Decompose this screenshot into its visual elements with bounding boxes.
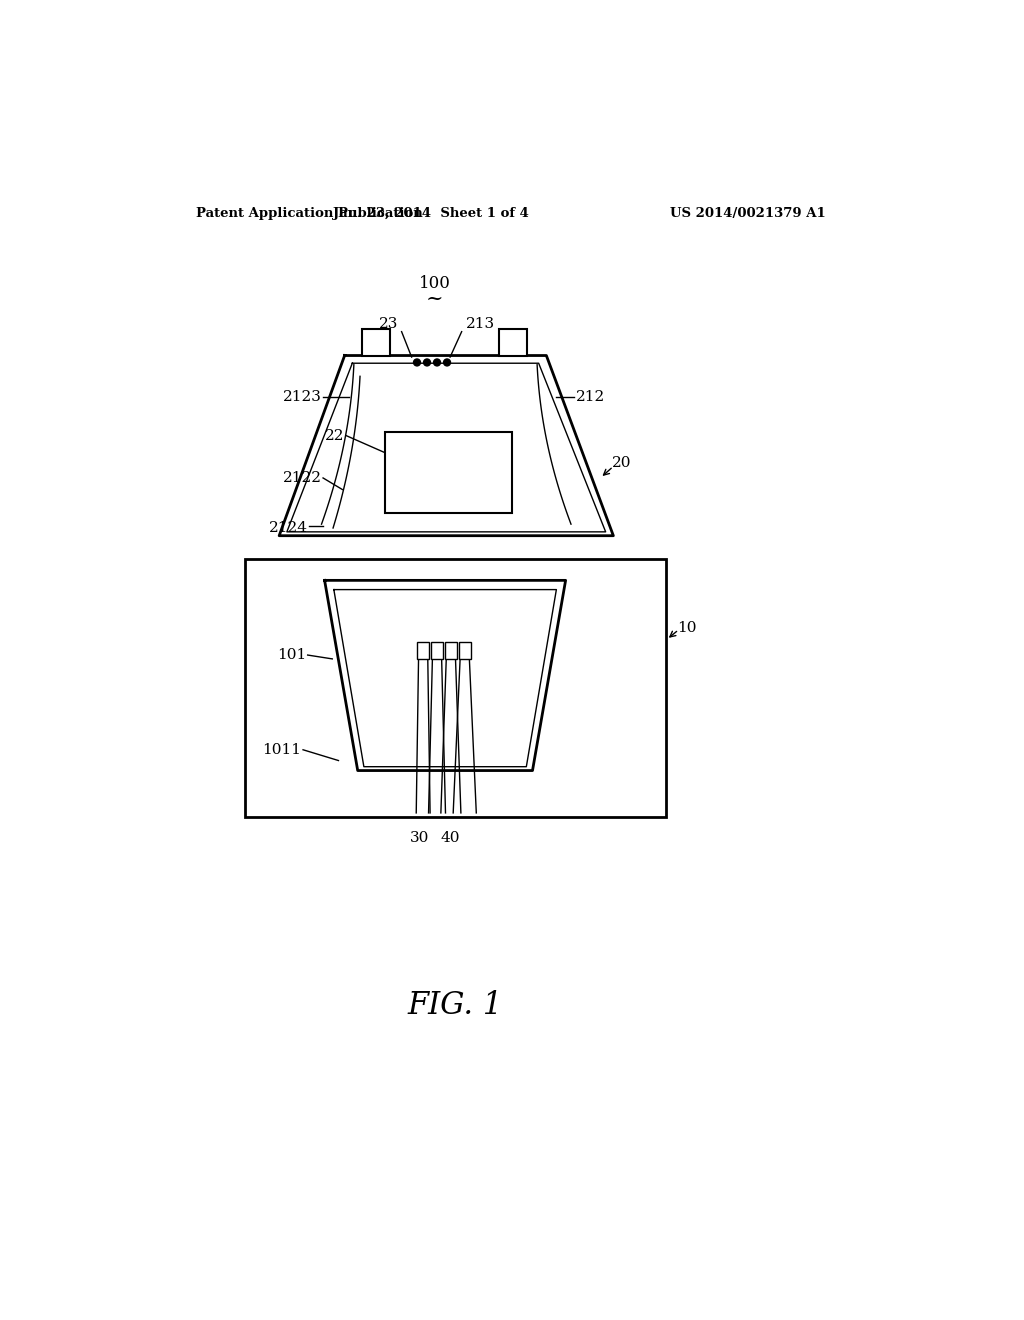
Text: 2124: 2124 xyxy=(268,521,307,535)
Bar xyxy=(385,432,512,512)
Text: 10: 10 xyxy=(677,622,696,635)
Text: 1011: 1011 xyxy=(262,743,301,756)
Text: Jan. 23, 2014  Sheet 1 of 4: Jan. 23, 2014 Sheet 1 of 4 xyxy=(333,207,528,220)
Bar xyxy=(459,642,471,659)
Bar xyxy=(417,642,429,659)
Circle shape xyxy=(424,359,430,366)
Text: Patent Application Publication: Patent Application Publication xyxy=(196,207,423,220)
Bar xyxy=(361,330,390,355)
Text: 212: 212 xyxy=(575,391,605,404)
Text: 23: 23 xyxy=(379,317,398,331)
Text: ~: ~ xyxy=(426,290,443,309)
Circle shape xyxy=(429,470,441,482)
Text: 101: 101 xyxy=(276,648,306,663)
Circle shape xyxy=(433,359,440,366)
Bar xyxy=(444,642,457,659)
Bar xyxy=(431,642,443,659)
Text: 100: 100 xyxy=(419,276,451,293)
Circle shape xyxy=(414,359,421,366)
Bar xyxy=(245,558,667,817)
Text: FIG. 1: FIG. 1 xyxy=(408,990,503,1020)
Text: 22: 22 xyxy=(326,429,345,442)
Text: 20: 20 xyxy=(611,455,632,470)
Text: US 2014/0021379 A1: US 2014/0021379 A1 xyxy=(670,207,825,220)
Text: 40: 40 xyxy=(440,830,460,845)
Circle shape xyxy=(401,470,414,482)
Text: 2122: 2122 xyxy=(283,471,322,484)
Text: 213: 213 xyxy=(466,317,495,331)
Circle shape xyxy=(416,470,428,482)
Bar xyxy=(499,330,527,355)
Text: 2123: 2123 xyxy=(283,391,322,404)
Circle shape xyxy=(443,470,456,482)
Text: 30: 30 xyxy=(410,830,429,845)
Circle shape xyxy=(443,359,451,366)
